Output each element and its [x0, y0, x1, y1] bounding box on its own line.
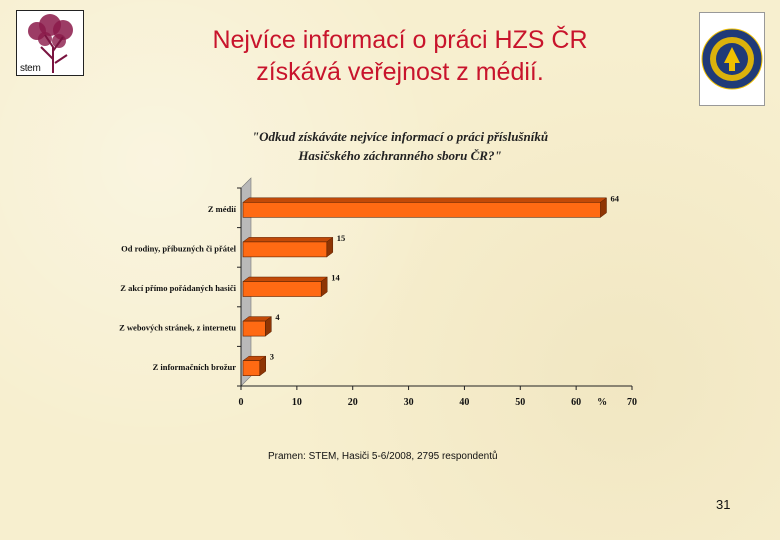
x-tick-label: 70: [627, 397, 637, 408]
x-tick-label: 20: [348, 397, 358, 408]
x-unit-label: %: [597, 397, 607, 408]
source-note: Pramen: STEM, Hasiči 5-6/2008, 2795 resp…: [268, 451, 498, 462]
x-tick-label: 30: [404, 397, 414, 408]
category-label: Z akcí přímo pořádaných hasiči: [120, 283, 236, 293]
bar: [242, 320, 266, 337]
fire-rescue-emblem-icon: [701, 28, 763, 90]
data-label: 4: [275, 312, 280, 322]
category-label: Od rodiny, příbuzných či přátel: [121, 243, 236, 253]
bar-top-face: [242, 276, 328, 282]
bar: [242, 241, 328, 258]
chart-title-line-2: Hasičského záchranného sboru ČR?": [298, 148, 502, 163]
category-label: Z médií: [208, 204, 237, 214]
bar: [242, 202, 601, 218]
bar-top-face: [242, 237, 334, 243]
tree-icon: [28, 14, 73, 73]
page-number: 31: [716, 497, 731, 512]
category-label: Z webových stránek, z internetu: [119, 323, 236, 333]
slide-title-line-1: Nejvíce informací o práci HZS ČR: [212, 26, 588, 54]
bar: [242, 281, 322, 297]
data-label: 64: [610, 193, 619, 203]
data-label: 3: [270, 352, 274, 362]
x-tick-label: 60: [571, 397, 581, 408]
stem-logo: stem: [16, 10, 84, 76]
stem-logo-text: stem: [20, 63, 41, 74]
chart-title: "Odkud získáváte nejvíce informací o prá…: [150, 127, 650, 165]
category-label: Z informačních brožur: [153, 362, 237, 372]
x-tick-label: 0: [239, 397, 244, 408]
slide-title-line-2: získává veřejnost z médií.: [256, 58, 544, 86]
slide-title: Nejvíce informací o práci HZS ČR získává…: [120, 24, 680, 88]
x-tick-label: 10: [292, 397, 302, 408]
x-tick-label: 50: [515, 397, 525, 408]
bar: [242, 360, 261, 377]
hzs-emblem-logo: [699, 12, 765, 106]
data-label: 14: [331, 273, 340, 283]
x-tick-label: 40: [459, 397, 469, 408]
data-label: 15: [337, 233, 346, 243]
chart-title-line-1: "Odkud získáváte nejvíce informací o prá…: [251, 129, 549, 144]
bar-top-face: [242, 197, 608, 203]
